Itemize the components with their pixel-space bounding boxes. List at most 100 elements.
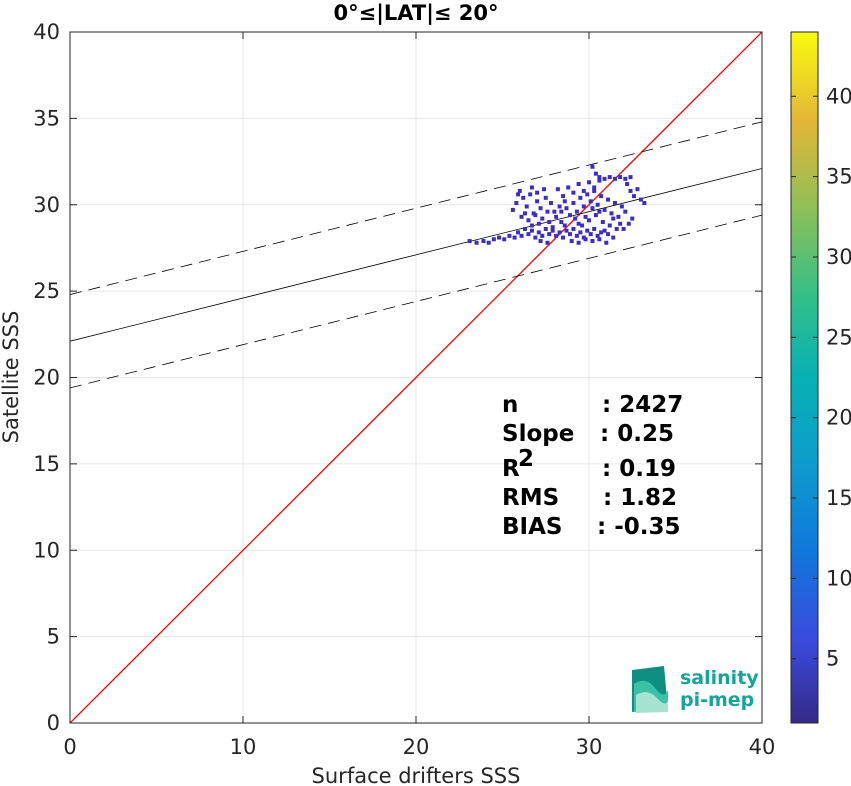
- y-tick-label: 15: [33, 452, 60, 476]
- colorbar-tick-label: 5: [826, 647, 839, 671]
- scatter-point: [618, 221, 623, 226]
- scatter-point: [543, 226, 548, 231]
- scatter-point: [585, 228, 590, 233]
- scatter-point: [597, 209, 602, 214]
- scatter-point: [623, 176, 628, 181]
- scatter-point: [592, 185, 597, 190]
- scatter-point: [614, 226, 619, 231]
- scatter-point: [481, 239, 486, 244]
- scatter-point: [529, 185, 534, 190]
- statistics-panel: n: 2427 Slope: 0.25 R2: 0.19 RMS: 1.82 BIAS:…: [502, 392, 683, 540]
- scatter-point: [619, 204, 624, 209]
- colorbar-ticks: 5 10 15 20 25 30 35 40: [791, 84, 851, 671]
- scatter-point: [612, 201, 617, 206]
- colorbar-tick-label: 40: [826, 84, 851, 108]
- y-tick-label: 35: [33, 106, 60, 130]
- scatter-point: [593, 171, 598, 176]
- scatter-point: [599, 230, 604, 235]
- stat-label: Slope: [502, 421, 574, 447]
- data-points: [467, 164, 647, 245]
- scatter-point: [602, 228, 607, 233]
- scatter-point: [564, 206, 569, 211]
- scatter-point: [561, 235, 566, 240]
- scatter-point: [552, 209, 557, 214]
- y-tick-label: 20: [33, 366, 60, 390]
- scatter-point: [571, 190, 576, 195]
- y-tick-label: 25: [33, 279, 60, 303]
- stat-label: n: [502, 392, 518, 418]
- scatter-point: [542, 187, 547, 192]
- colorbar-tick-label: 35: [826, 165, 851, 189]
- scatter-point: [607, 223, 612, 228]
- scatter-point: [576, 240, 581, 245]
- stat-label: RMS: [502, 485, 559, 511]
- scatter-point: [526, 218, 531, 223]
- logo-line2: pi-mep: [680, 689, 754, 711]
- scatter-point: [522, 226, 527, 231]
- scatter-point: [566, 185, 571, 190]
- scatter-point: [592, 188, 597, 193]
- scatter-point: [533, 235, 538, 240]
- scatter-point: [581, 204, 586, 209]
- stat-label-superscript: 2: [518, 446, 534, 472]
- scatter-point: [538, 239, 543, 244]
- x-tick-label: 40: [749, 735, 776, 759]
- scatter-point: [516, 192, 521, 197]
- scatter-point: [497, 235, 502, 240]
- scatter-point: [510, 207, 515, 212]
- y-tick-label: 10: [33, 538, 60, 562]
- scatter-point: [554, 233, 559, 238]
- scatter-point: [529, 228, 534, 233]
- scatter-point: [567, 232, 572, 237]
- scatter-point: [606, 197, 611, 202]
- y-axis-label: Satellite SSS: [0, 311, 23, 444]
- scatter-point: [611, 235, 616, 240]
- scatter-point: [604, 240, 609, 245]
- scatter-point: [625, 182, 630, 187]
- identity-line: [70, 32, 762, 723]
- scatter-point: [581, 188, 586, 193]
- scatter-point: [590, 206, 595, 211]
- scatter-point: [557, 204, 562, 209]
- scatter-point: [561, 194, 566, 199]
- scatter-point: [545, 240, 550, 245]
- scatter-point: [635, 187, 640, 192]
- scatter-point: [585, 192, 590, 197]
- scatter-point: [562, 223, 567, 228]
- scatter-point: [535, 190, 540, 195]
- colorbar-tick-label: 25: [826, 325, 851, 349]
- scatter-point: [545, 209, 550, 214]
- scatter-point: [578, 230, 583, 235]
- scatter-point: [590, 239, 595, 244]
- scatter-point: [618, 175, 623, 180]
- scatter-point: [612, 176, 617, 181]
- chart-title: 0°≤|LAT|≤ 20°: [333, 1, 498, 26]
- scatter-point: [592, 226, 597, 231]
- y-tick-label: 5: [47, 625, 60, 649]
- scatter-point: [621, 226, 626, 231]
- scatter-point: [529, 223, 534, 228]
- scatter-point: [611, 216, 616, 221]
- scatter-point: [628, 188, 633, 193]
- scatter-point: [507, 233, 512, 238]
- scatter-point: [597, 175, 602, 180]
- stat-value: : 0.25: [600, 421, 674, 447]
- scatter-point: [521, 195, 526, 200]
- x-axis-ticks: 0 10 20 30 40: [63, 32, 775, 759]
- scatter-point: [638, 197, 643, 202]
- scatter-point: [502, 237, 507, 242]
- scatter-point: [536, 230, 541, 235]
- scatter-point: [642, 201, 647, 206]
- scatter-point: [588, 199, 593, 204]
- scatter-point: [555, 187, 560, 192]
- scatter-point: [587, 218, 591, 223]
- scatter-point: [486, 240, 491, 245]
- scatter-point: [595, 202, 600, 207]
- stat-label: R: [502, 456, 520, 482]
- scatter-point: [536, 221, 541, 226]
- confidence-line: [70, 121, 762, 295]
- scatter-point: [576, 182, 581, 187]
- scatter-point: [600, 220, 605, 225]
- scatter-point: [526, 232, 531, 237]
- x-tick-label: 0: [63, 735, 76, 759]
